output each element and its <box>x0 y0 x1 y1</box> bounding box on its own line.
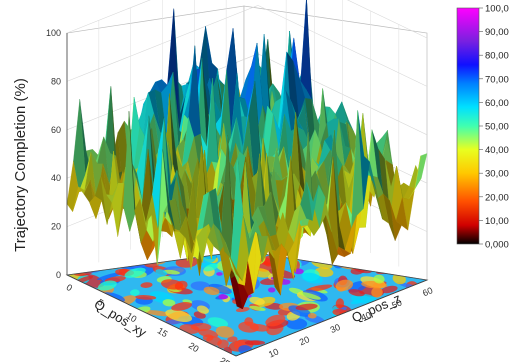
colorbar-label: 100,0 <box>485 4 509 15</box>
colorbar-label: 90,00 <box>485 27 509 38</box>
axes <box>66 33 428 357</box>
y-tick-label: 50 <box>390 297 403 310</box>
colorbar-label: 10,00 <box>485 216 509 227</box>
z-tick-label: 0 <box>56 270 61 280</box>
colorbar-label: 80,00 <box>485 51 509 62</box>
x-tick-label: 25 <box>218 355 232 362</box>
x-tick-label: 15 <box>156 326 170 340</box>
z-axis-title: Trajectory Completion (%) <box>12 78 29 252</box>
y-tick-label: 10 <box>267 346 280 359</box>
y-tick-label: 60 <box>421 285 434 298</box>
z-tick-label: 40 <box>51 173 61 183</box>
colorbar-label: 0,000 <box>485 240 509 251</box>
colorbar-label: 20,00 <box>485 192 509 203</box>
surface <box>66 0 428 310</box>
colorbar-label: 60,00 <box>485 98 509 109</box>
colorbar-label: 30,00 <box>485 169 509 180</box>
z-tick-label: 60 <box>51 125 61 135</box>
colorbar-label: 50,00 <box>485 122 509 133</box>
tick-labels: 0 20 40 60 80 100 0 5 10 15 20 25 10 20 30 40 50 60 <box>46 28 434 362</box>
x-tick-label: 20 <box>187 340 201 354</box>
x-tick-label: 5 <box>96 297 106 308</box>
x-tick-label: 10 <box>125 311 139 325</box>
colorbar-label: 40,00 <box>485 145 509 156</box>
z-tick-label: 100 <box>46 28 61 38</box>
z-tick-label: 80 <box>51 76 61 86</box>
colorbar-label: 70,00 <box>485 74 509 85</box>
colorbar: 100,0 90,00 80,00 70,00 60,00 50,00 40,00 30,00… <box>456 4 509 251</box>
y-tick-label: 30 <box>329 322 342 335</box>
x-tick-label: 0 <box>65 282 75 293</box>
y-tick-label: 20 <box>298 334 311 347</box>
y-tick-label: 40 <box>359 310 372 323</box>
z-tick-label: 20 <box>51 222 61 232</box>
colorbar-gradient <box>456 7 480 245</box>
